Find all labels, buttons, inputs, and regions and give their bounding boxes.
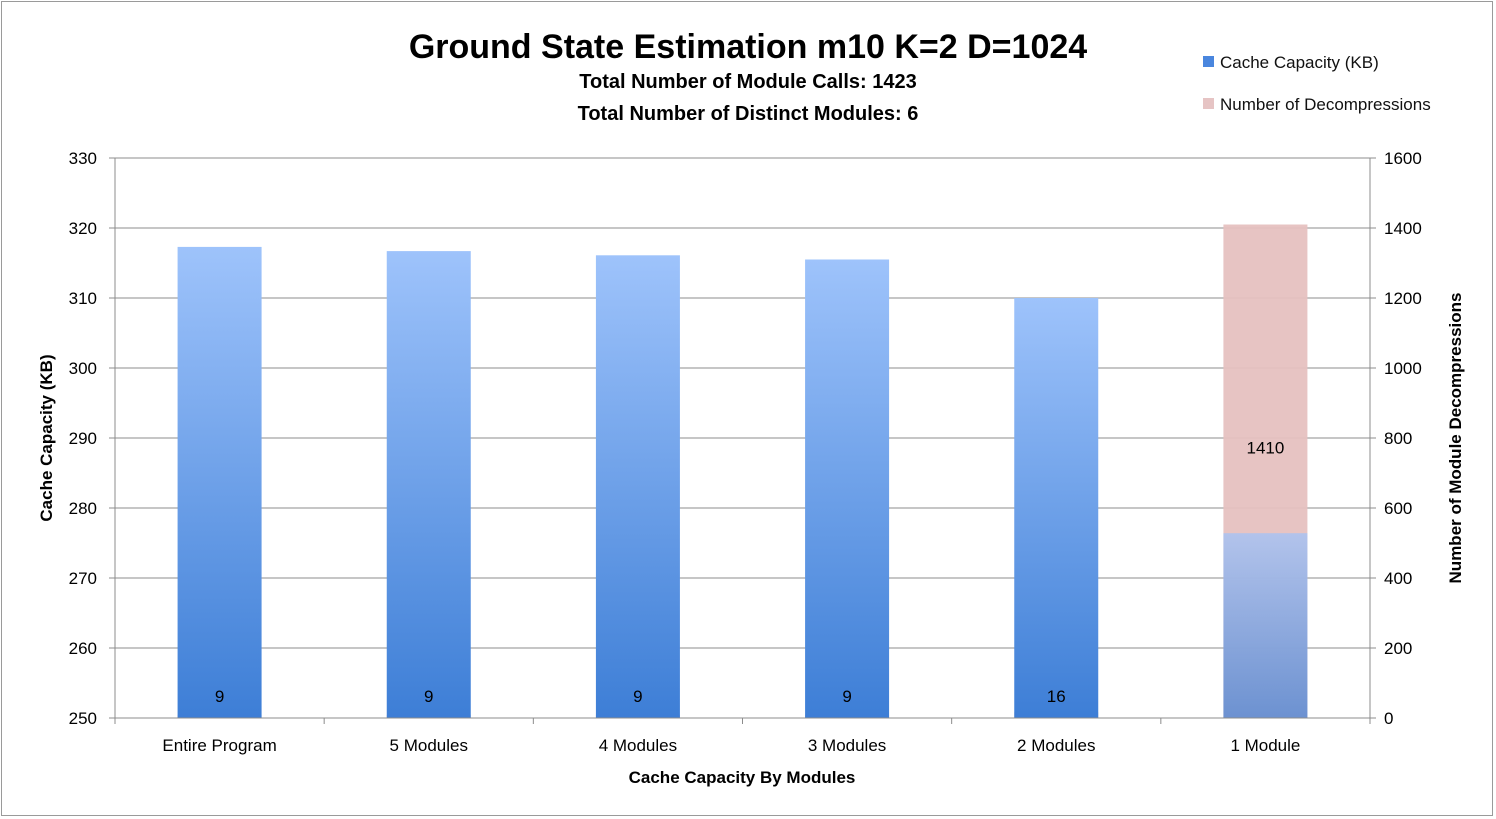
- x-tick-label: 5 Modules: [390, 736, 468, 755]
- decompression-data-label: 9: [842, 687, 851, 706]
- legend-label-capacity: Cache Capacity (KB): [1220, 53, 1379, 72]
- data-labels: 9 9 9 9 16 1410: [215, 438, 1284, 706]
- legend-swatch-decompressions: [1203, 98, 1214, 109]
- capacity-bar: [595, 255, 680, 719]
- x-axis-label: Cache Capacity By Modules: [629, 768, 856, 787]
- y-tick-label: 280: [69, 499, 97, 518]
- decompression-data-label: 9: [215, 687, 224, 706]
- legend: Cache Capacity (KB) Number of Decompress…: [1203, 53, 1431, 114]
- y-tick-label: 250: [69, 709, 97, 728]
- decompression-data-label: 9: [633, 687, 642, 706]
- x-tick-label: Entire Program: [162, 736, 276, 755]
- capacity-bar: [1223, 533, 1308, 718]
- y2-tick-label: 1400: [1384, 219, 1422, 238]
- y-axis-ticks: 250 260 270 280 290 300 310 320 330: [69, 149, 97, 728]
- x-tick-label: 2 Modules: [1017, 736, 1095, 755]
- y-tick-label: 290: [69, 429, 97, 448]
- x-tick-label: 1 Module: [1230, 736, 1300, 755]
- x-tick-label: 3 Modules: [808, 736, 886, 755]
- y-tick-label: 270: [69, 569, 97, 588]
- y2-tick-label: 1200: [1384, 289, 1422, 308]
- y-tick-label: 260: [69, 639, 97, 658]
- y2-tick-label: 0: [1384, 709, 1393, 728]
- legend-label-decompressions: Number of Decompressions: [1220, 95, 1431, 114]
- y-tick-label: 320: [69, 219, 97, 238]
- decompression-data-label: 16: [1047, 687, 1066, 706]
- y2-axis-ticks: 0 200 400 600 800 1000 1200 1400 1600: [1384, 149, 1422, 728]
- legend-swatch-capacity: [1203, 56, 1214, 67]
- x-axis-ticks: Entire Program 5 Modules 4 Modules 3 Module…: [162, 736, 1300, 755]
- y2-tick-label: 400: [1384, 569, 1412, 588]
- y-axis-label: Cache Capacity (KB): [37, 354, 56, 521]
- y-tick-label: 330: [69, 149, 97, 168]
- decompression-data-label: 1410: [1247, 438, 1285, 457]
- capacity-bars: [177, 246, 1308, 719]
- y2-tick-label: 200: [1384, 639, 1412, 658]
- chart-subtitle-1: Total Number of Module Calls: 1423: [579, 71, 916, 93]
- y2-tick-label: 600: [1384, 499, 1412, 518]
- y2-axis-label: Number of Module Decompressions: [1446, 293, 1465, 584]
- capacity-bar: [177, 246, 262, 718]
- capacity-bar: [1014, 298, 1099, 718]
- axes: [109, 157, 1376, 724]
- y2-tick-label: 1600: [1384, 149, 1422, 168]
- y-tick-label: 300: [69, 359, 97, 378]
- capacity-bar: [805, 259, 890, 718]
- capacity-bar: [386, 251, 471, 718]
- decompression-data-label: 9: [424, 687, 433, 706]
- chart-title: Ground State Estimation m10 K=2 D=1024: [409, 28, 1087, 66]
- y-tick-label: 310: [69, 289, 97, 308]
- x-tick-label: 4 Modules: [599, 736, 677, 755]
- chart-subtitle-2: Total Number of Distinct Modules: 6: [578, 103, 919, 125]
- y2-tick-label: 1000: [1384, 359, 1422, 378]
- gridlines: [115, 157, 1370, 719]
- y2-tick-label: 800: [1384, 429, 1412, 448]
- decompression-bars: [177, 224, 1308, 718]
